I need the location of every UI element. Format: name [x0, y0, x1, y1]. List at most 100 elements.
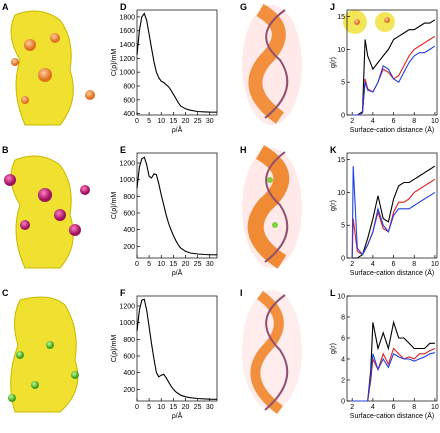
y-tick-label: 6 [341, 336, 345, 343]
series-line [136, 156, 218, 256]
y-tick-label: 0 [341, 113, 345, 120]
x-tick-label: 15 [169, 261, 177, 268]
x-tick-label: 0 [135, 261, 139, 268]
surface-images [4, 10, 95, 413]
plot-frame [136, 9, 218, 116]
y-tick-label: 1000 [119, 70, 135, 77]
x-tick-label: 10 [157, 118, 165, 125]
plot-frame [136, 152, 218, 259]
panel-label: F [120, 288, 126, 298]
x-tick-label: 25 [194, 261, 202, 268]
x-tick-label: 5 [147, 261, 151, 268]
x-tick-label: 6 [392, 261, 396, 268]
y-tick-label: 800 [123, 337, 135, 344]
y-tick-label: 1200 [119, 304, 135, 311]
panel-label: L [330, 288, 336, 298]
x-tick-label: 6 [392, 118, 396, 125]
x-tick-label: 10 [431, 404, 439, 411]
series-line [352, 165, 436, 259]
y-tick-label: 800 [123, 194, 135, 201]
series-line [352, 45, 436, 116]
panel-label: B [2, 145, 9, 155]
plot-frame [346, 152, 438, 259]
x-axis-label: Surface-cation distance (Å) [350, 411, 434, 420]
y-axis-label: C(ρ)/mM [111, 335, 118, 362]
x-tick-label: 10 [431, 118, 439, 125]
y-axis-label: C(ρ)/mM [111, 49, 118, 76]
y-tick-label: 5 [341, 80, 345, 87]
x-tick-label: 20 [182, 118, 190, 125]
panel-label: K [330, 145, 337, 155]
y-tick-label: 5 [341, 223, 345, 230]
panel-label: C [2, 288, 9, 298]
series-line [136, 298, 218, 400]
x-tick-label: 10 [157, 261, 165, 268]
series-line [352, 347, 436, 402]
y-tick-label: 1000 [119, 320, 135, 327]
y-tick-label: 8 [341, 315, 345, 322]
x-tick-label: 30 [206, 404, 214, 411]
series-line [351, 166, 436, 259]
x-axis-label: Surface-cation distance (Å) [350, 125, 434, 134]
x-tick-label: 20 [182, 261, 190, 268]
x-tick-label: 2 [350, 261, 354, 268]
panel-label: E [120, 145, 126, 155]
x-tick-label: 0 [135, 404, 139, 411]
x-tick-label: 8 [412, 118, 416, 125]
x-tick-label: 0 [135, 118, 139, 125]
series-line [352, 19, 436, 116]
y-tick-label: 400 [123, 111, 135, 118]
y-axis-label: g(r) [330, 57, 337, 68]
x-tick-label: 25 [194, 404, 202, 411]
panel-label: A [2, 2, 9, 12]
y-tick-label: 1200 [119, 56, 135, 63]
y-tick-label: 0 [341, 256, 345, 263]
panel-label: G [240, 2, 247, 12]
x-tick-label: 6 [392, 404, 396, 411]
y-tick-label: 600 [123, 211, 135, 218]
y-tick-label: 10 [337, 294, 345, 301]
x-tick-label: 4 [371, 404, 375, 411]
y-tick-label: 400 [123, 370, 135, 377]
y-tick-label: 800 [123, 83, 135, 90]
y-tick-label: 200 [123, 244, 135, 251]
panel-label: J [330, 2, 335, 12]
y-tick-label: 10 [337, 190, 345, 197]
y-tick-label: 400 [123, 227, 135, 234]
y-axis-label: g(r) [330, 200, 337, 211]
dna-images [242, 3, 395, 414]
y-tick-label: 15 [337, 157, 345, 164]
y-tick-label: 1200 [119, 161, 135, 168]
series-line [136, 12, 218, 113]
y-tick-label: 200 [123, 387, 135, 394]
x-tick-label: 4 [371, 261, 375, 268]
x-tick-label: 2 [350, 118, 354, 125]
panel-label: H [240, 145, 247, 155]
y-tick-label: 1400 [119, 42, 135, 49]
y-tick-label: 0 [341, 399, 345, 406]
x-tick-label: 10 [431, 261, 439, 268]
plot-frame [346, 9, 438, 116]
y-tick-label: 1600 [119, 28, 135, 35]
plot-frame [136, 295, 218, 402]
series-line [352, 320, 435, 402]
x-axis-label: ρ/Å [172, 268, 183, 277]
x-tick-label: 20 [182, 404, 190, 411]
y-axis-label: g(r) [330, 343, 337, 354]
y-tick-label: 10 [337, 47, 345, 54]
x-axis-label: Surface-cation distance (Å) [350, 268, 434, 277]
x-axis-label: ρ/Å [172, 411, 183, 420]
x-tick-label: 15 [169, 404, 177, 411]
y-tick-label: 1800 [119, 14, 135, 21]
y-tick-label: 1000 [119, 177, 135, 184]
series-line [351, 178, 436, 259]
x-tick-label: 8 [412, 404, 416, 411]
y-tick-label: 600 [123, 354, 135, 361]
x-tick-label: 25 [194, 118, 202, 125]
y-tick-label: 2 [341, 378, 345, 385]
x-tick-label: 8 [412, 261, 416, 268]
panel-label: I [240, 288, 243, 298]
y-tick-label: 15 [337, 14, 345, 21]
x-axis-label: ρ/Å [172, 125, 183, 134]
